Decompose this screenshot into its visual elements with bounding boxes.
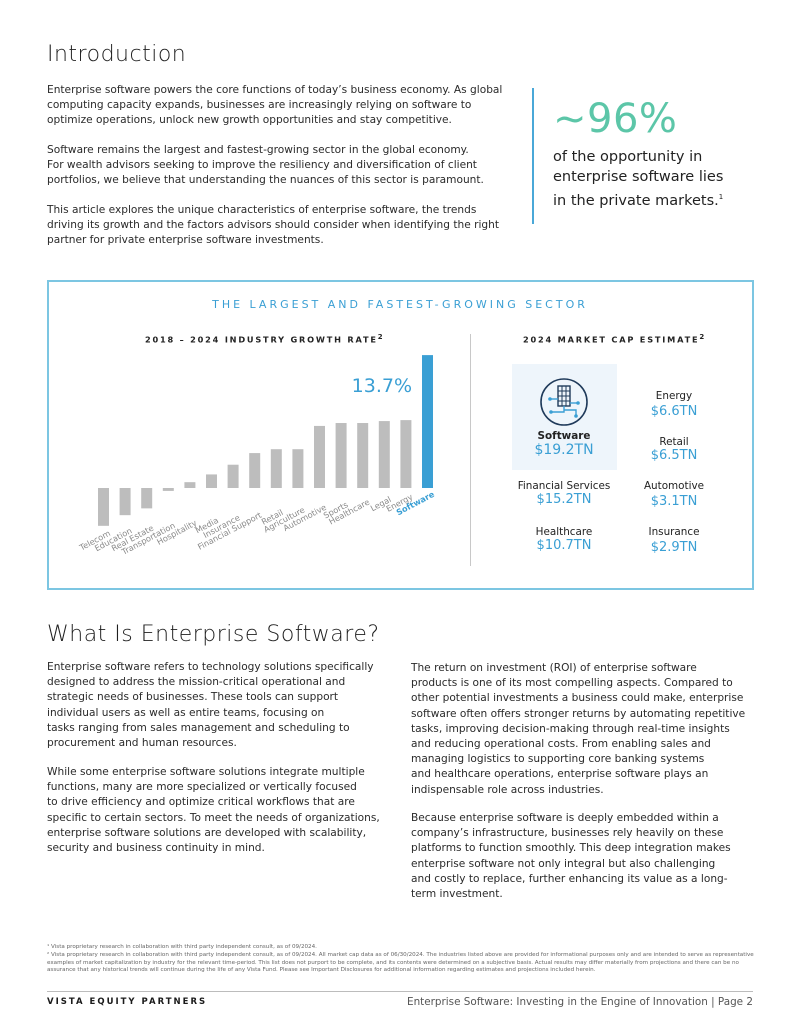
marketcap-title-text: 2024 MARKET CAP ESTIMATE <box>523 334 700 345</box>
callout-footnote-ref: 1 <box>718 193 724 201</box>
bar-telecom <box>98 488 109 526</box>
bar-agriculture <box>292 449 304 488</box>
sector-panel <box>47 280 754 590</box>
section2-heading: What Is Enterprise Software? <box>47 622 380 647</box>
footer-page-info: Enterprise Software: Investing in the En… <box>407 996 753 1008</box>
section2-right-paragraph-1: The return on investment (ROI) of enterp… <box>411 662 746 796</box>
intro-paragraph-1: Enterprise software powers the core func… <box>47 84 503 127</box>
intro-paragraph-2: Software remains the largest and fastest… <box>47 144 484 187</box>
growth-chart-title-text: 2018 – 2024 INDUSTRY GROWTH RATE <box>145 334 378 345</box>
bar-transportation <box>162 488 174 491</box>
callout-text: of the opportunity in enterprise softwar… <box>553 147 723 211</box>
software-network-icon <box>540 378 588 426</box>
software-highlight-card <box>512 364 617 470</box>
bar-energy <box>400 420 412 488</box>
intro-heading: Introduction <box>47 42 187 67</box>
marketcap-healthcare-value: $10.7TN <box>536 538 592 553</box>
marketcap-financial-services-value: $15.2TN <box>536 492 592 507</box>
growth-chart-title: 2018 – 2024 INDUSTRY GROWTH RATE2 <box>145 333 384 345</box>
bar-sports <box>335 423 347 488</box>
intro-paragraph-3: This article explores the unique charact… <box>47 204 499 247</box>
footer-brand: VISTA EQUITY PARTNERS <box>47 997 208 1007</box>
section2-left-paragraph-1: Enterprise software refers to technology… <box>47 661 374 750</box>
bar-hospitality <box>184 482 196 488</box>
marketcap-automotive-label: Automotive <box>643 480 705 492</box>
bar-media <box>206 474 217 488</box>
data-label-software: 13.7% <box>352 375 412 397</box>
bar-retail <box>270 449 282 488</box>
sector-panel-title: THE LARGEST AND FASTEST-GROWING SECTOR <box>212 298 588 311</box>
marketcap-financial-services-label: Financial Services <box>517 480 611 492</box>
callout-text-body: of the opportunity in enterprise softwar… <box>553 149 724 209</box>
marketcap-insurance-label: Insurance <box>648 526 700 538</box>
growth-chart-footnote-ref: 2 <box>377 333 385 341</box>
marketcap-healthcare-label: Healthcare <box>535 526 593 538</box>
bar-real-estate <box>141 488 153 509</box>
marketcap-software-label: Software <box>537 430 591 442</box>
bar-financial-support <box>249 453 261 488</box>
callout-percentage: ~96% <box>553 96 678 142</box>
marketcap-software-value: $19.2TN <box>534 442 594 458</box>
bar-healthcare <box>357 423 369 488</box>
marketcap-automotive-value: $3.1TN <box>650 494 698 509</box>
bar-education <box>119 488 131 516</box>
bar-software <box>422 355 433 488</box>
marketcap-retail-value: $6.5TN <box>650 448 698 463</box>
marketcap-energy-value: $6.6TN <box>650 404 698 419</box>
marketcap-insurance-value: $2.9TN <box>650 540 698 555</box>
panel-divider <box>470 334 471 566</box>
footer-divider <box>47 991 753 992</box>
marketcap-footnote-ref: 2 <box>699 333 707 341</box>
bar-legal <box>378 421 390 488</box>
section2-left-paragraph-2: While some enterprise software solutions… <box>47 766 380 855</box>
callout-accent-bar <box>532 88 534 224</box>
footnote-1: ¹ Vista proprietary research in collabor… <box>47 944 317 950</box>
bar-insurance <box>227 464 239 488</box>
bar-automotive <box>314 425 325 488</box>
marketcap-energy-label: Energy <box>655 390 693 402</box>
marketcap-retail-label: Retail <box>659 436 689 448</box>
section2-right-paragraph-2: Because enterprise software is deeply em… <box>411 812 731 901</box>
marketcap-title: 2024 MARKET CAP ESTIMATE2 <box>523 333 706 345</box>
footnote-2: ² Vista proprietary research in collabor… <box>47 952 754 974</box>
